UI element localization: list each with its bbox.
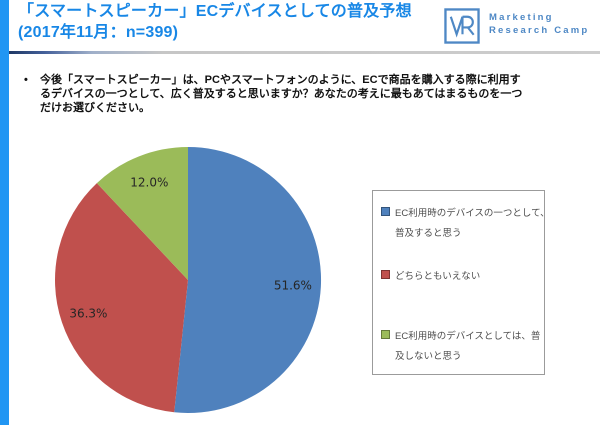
legend-item-2: どちらともいえない [381,267,540,287]
survey-question-line-3: だけお選びください。 [40,102,150,114]
legend-swatch-icon-3 [381,330,390,339]
legend-label-2: どちらともいえない [395,271,481,282]
brand-logo-text-line1: Marketing [489,12,554,23]
brand-logo: Marketing Research Camp [444,8,589,44]
page-title-line1: 「スマートスピーカー」ECデバイスとしての普及予想 [18,3,412,20]
legend-label-1: EC利用時のデバイスの一つとして、 普及すると思う [395,208,550,239]
survey-question-line-1: 今後「スマートスピーカー」は、PCやスマートフォンのように、ECで商品を購入する… [40,74,521,86]
bullet-icon: • [24,74,28,86]
pie-chart: 51.6% 36.3% 12.0% [55,147,322,413]
pie-value-label-1: 51.6% [274,278,312,292]
pie-value-label-3: 12.0% [130,175,168,189]
header-divider [9,51,600,54]
legend-label-3: EC利用時のデバイスとしては、普 及しないと思う [395,331,541,362]
brand-logo-text: Marketing Research Camp [489,11,589,37]
legend-swatch-icon-2 [381,270,390,279]
survey-question-line-2: るデバイスの一つとして、広く普及すると思いますか？あなたの考えに最もあてはまるも… [40,88,523,100]
legend-item-1: EC利用時のデバイスの一つとして、 普及すると思う [381,204,550,244]
pie-slice-2 [55,183,189,413]
pie-value-label-2: 36.3% [69,307,107,321]
pie-slice-3 [96,147,188,280]
survey-question-text: 今後「スマートスピーカー」は、PCやスマートフォンのように、ECで商品を購入する… [40,73,522,115]
chart-legend: EC利用時のデバイスの一つとして、 普及すると思うどちらともいえない EC利用時のデ… [372,190,550,375]
mr-monogram-icon [444,8,480,44]
legend-item-3: EC利用時のデバイスとしては、普 及しないと思う [381,327,540,367]
page-title-line2: (2017年11月：n=399) [18,24,179,41]
left-accent-bar [0,0,9,425]
survey-question: • 今後「スマートスピーカー」は、PCやスマートフォンのように、ECで商品を購入… [24,73,580,115]
page-title: 「スマートスピーカー」ECデバイスとしての普及予想 (2017年11月：n=39… [18,1,438,43]
pie-slice-1 [174,147,322,413]
legend-swatch-icon-1 [381,207,390,216]
brand-logo-text-line2: Research Camp [489,25,590,36]
